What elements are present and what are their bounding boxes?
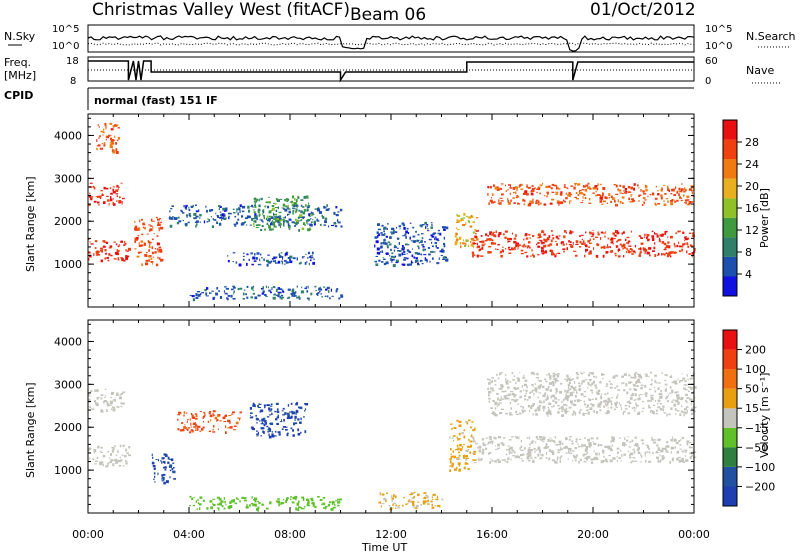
xtick-2: 08:00 bbox=[274, 528, 306, 541]
velocity-region-2 bbox=[151, 453, 176, 485]
power-colorbar-tick-1: 8 bbox=[745, 246, 752, 259]
power-region-0 bbox=[88, 238, 131, 263]
power-region-8 bbox=[374, 221, 449, 268]
cpid-label: CPID bbox=[4, 89, 33, 102]
power-swatch-1 bbox=[723, 256, 737, 277]
beam-label: Beam 06 bbox=[350, 5, 426, 25]
xtick-6: 00:00 bbox=[678, 528, 710, 541]
power-region-3 bbox=[134, 216, 164, 267]
velocity-region-8 bbox=[472, 435, 697, 464]
date-label: 01/Oct/2012 bbox=[590, 0, 696, 20]
nsearch-label: N.Search bbox=[746, 30, 796, 43]
velocity-colorbar-tick-0: 200 bbox=[745, 344, 766, 357]
power-swatch-3 bbox=[723, 217, 737, 238]
power-swatch-8 bbox=[723, 120, 737, 140]
freq-label-1: Freq. bbox=[4, 56, 31, 69]
velocity-ylabel: Slant Range [km] bbox=[24, 382, 37, 478]
power-swatch-0 bbox=[723, 276, 737, 296]
velocity-panel: 1000 2000 3000 4000 Slant Range [km] bbox=[24, 319, 697, 514]
power-colorbar-tick-6: 28 bbox=[745, 136, 759, 149]
power-region-5 bbox=[252, 195, 313, 232]
power-colorbar-tick-2: 12 bbox=[745, 224, 759, 237]
nave-label: Nave bbox=[746, 64, 774, 77]
velocity-colorbar-label: Velocity [m s⁻¹] bbox=[758, 373, 771, 458]
velocity-region-1 bbox=[88, 388, 126, 413]
nsky-strip: N.Sky 10^5 10^0 10^5 10^0 N.Search bbox=[4, 24, 796, 53]
power-colorbar-tick-5: 24 bbox=[745, 158, 759, 171]
power-swatch-5 bbox=[723, 178, 737, 199]
power-ytick-1: 2000 bbox=[54, 215, 82, 228]
xtick-3: 12:00 bbox=[375, 528, 407, 541]
nsearch-tick-bottom: 10^0 bbox=[705, 41, 732, 52]
nsky-tick-bottom: 10^0 bbox=[52, 41, 79, 52]
velocity-colorbar-tick-5: −50 bbox=[745, 441, 768, 454]
velocity-colorbar-tick-4: −15 bbox=[745, 422, 768, 435]
velocity-swatch-3 bbox=[723, 427, 737, 448]
power-swatch-4 bbox=[723, 198, 737, 218]
velocity-swatch-8 bbox=[723, 330, 737, 350]
power-colorbar: 4 8 12 16 20 24 28 Power [dB] bbox=[722, 119, 771, 297]
power-panel: 1000 2000 3000 4000 Slant Range [km] bbox=[24, 113, 696, 308]
velocity-swatch-6 bbox=[723, 369, 737, 389]
nsky-tick-top: 10^5 bbox=[52, 24, 79, 35]
velocity-swatch-5 bbox=[723, 388, 737, 409]
cpid-value: normal (fast) 151 IF bbox=[94, 94, 218, 107]
power-colorbar-tick-4: 20 bbox=[745, 180, 759, 193]
power-ytick-0: 1000 bbox=[54, 258, 82, 271]
velocity-colorbar-tick-7: −200 bbox=[745, 480, 775, 493]
nave-tick-bottom: 0 bbox=[705, 76, 711, 87]
power-region-6 bbox=[227, 251, 315, 267]
freq-tick-top: 18 bbox=[66, 56, 79, 67]
velocity-ytick-2: 3000 bbox=[54, 378, 82, 391]
power-region-1 bbox=[88, 182, 125, 206]
velocity-ytick-0: 1000 bbox=[54, 464, 82, 477]
velocity-swatch-4 bbox=[723, 408, 737, 428]
power-ytick-2: 3000 bbox=[54, 172, 82, 185]
radar-title: Christmas Valley West (fitACF) bbox=[92, 0, 350, 20]
velocity-region-3 bbox=[249, 402, 309, 439]
velocity-region-5 bbox=[189, 495, 342, 512]
velocity-swatch-1 bbox=[723, 466, 737, 487]
freq-strip: Freq. [MHz] 18 8 60 0 Nave bbox=[4, 56, 782, 87]
velocity-swatch-0 bbox=[723, 486, 737, 506]
power-swatch-6 bbox=[723, 159, 737, 179]
velocity-colorbar-tick-2: 50 bbox=[745, 383, 759, 396]
xtick-4: 16:00 bbox=[476, 528, 508, 541]
power-colorbar-tick-3: 16 bbox=[745, 202, 759, 215]
xtick-5: 20:00 bbox=[577, 528, 609, 541]
power-region-11 bbox=[487, 182, 695, 207]
power-swatch-2 bbox=[723, 237, 737, 257]
power-colorbar-label: Power [dB] bbox=[758, 188, 771, 248]
velocity-region-4 bbox=[177, 410, 242, 434]
nave-tick-top: 60 bbox=[705, 56, 718, 67]
velocity-colorbar: 200 100 50 15 −15 −50 −100 −200 Velocity [m s⁻¹… bbox=[722, 329, 775, 507]
power-ytick-3: 4000 bbox=[54, 129, 82, 142]
power-ylabel: Slant Range [km] bbox=[24, 176, 37, 272]
power-region-7 bbox=[189, 285, 344, 302]
power-region-2 bbox=[96, 122, 121, 154]
xtick-1: 04:00 bbox=[173, 528, 205, 541]
freq-label-2: [MHz] bbox=[4, 69, 36, 82]
velocity-region-9 bbox=[487, 371, 697, 417]
velocity-region-0 bbox=[88, 444, 131, 468]
nsky-label: N.Sky bbox=[4, 30, 36, 43]
velocity-ytick-3: 4000 bbox=[54, 335, 82, 348]
power-swatch-7 bbox=[723, 139, 737, 160]
nsearch-tick-top: 10^5 bbox=[705, 24, 732, 35]
velocity-colorbar-tick-1: 100 bbox=[745, 363, 766, 376]
xtick-0: 00:00 bbox=[72, 528, 104, 541]
x-axis-label: Time UT bbox=[361, 541, 407, 554]
velocity-swatch-2 bbox=[723, 447, 737, 467]
freq-tick-bottom: 8 bbox=[70, 76, 76, 87]
velocity-ytick-1: 2000 bbox=[54, 421, 82, 434]
velocity-swatch-7 bbox=[723, 349, 737, 370]
velocity-colorbar-tick-3: 15 bbox=[745, 402, 759, 415]
power-region-10 bbox=[471, 229, 696, 258]
power-colorbar-tick-0: 4 bbox=[745, 268, 752, 281]
velocity-region-6 bbox=[378, 491, 444, 512]
velocity-region-7 bbox=[449, 419, 477, 472]
velocity-colorbar-tick-6: −100 bbox=[745, 461, 775, 474]
